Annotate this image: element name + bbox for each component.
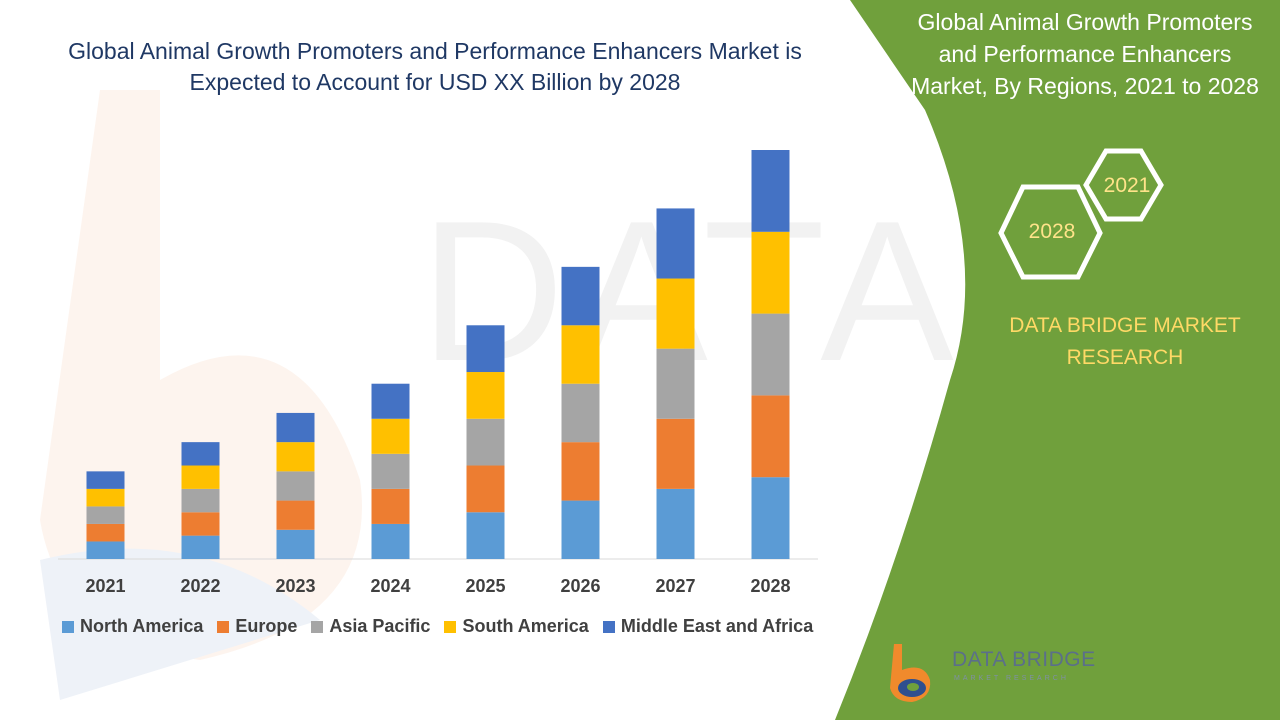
legend-label-asia-pacific: Asia Pacific <box>329 616 431 636</box>
bar-segment-2021-north-america <box>86 541 125 559</box>
bar-segment-2028-south-america <box>751 231 790 314</box>
bar-segment-2023-north-america <box>276 529 315 559</box>
panel-title: Global Animal Growth Promoters and Perfo… <box>911 9 1259 99</box>
bar-segment-2023-asia-pacific <box>276 471 315 501</box>
legend-swatch-europe <box>217 620 230 633</box>
stacked-bar-chart: 2021 2022 2023 2024 2025 2026 2027 2028 <box>58 150 818 596</box>
bar-segment-2028-middle-east-and-africa <box>751 150 790 232</box>
hexagon-2021-icon <box>1083 148 1164 222</box>
logo-subtext: MARKET RESEARCH <box>954 675 1069 682</box>
bar-segment-2024-middle-east-and-africa <box>371 383 410 419</box>
logo-text: DATA BRIDGE <box>952 648 1096 671</box>
x-tick-label-2024: 2024 <box>370 576 410 596</box>
bar-segment-2027-south-america <box>656 278 695 349</box>
bar-segment-2022-asia-pacific <box>181 488 220 513</box>
bar-segment-2021-middle-east-and-africa <box>86 471 125 489</box>
legend-item-south-america: South America <box>444 616 589 637</box>
x-tick-label-2027: 2027 <box>655 576 695 596</box>
bar-segment-2028-asia-pacific <box>751 313 790 396</box>
bar-segment-2022-south-america <box>181 465 220 489</box>
x-tick-label-2026: 2026 <box>560 576 600 596</box>
bar-segment-2022-europe <box>181 512 220 536</box>
bar-segment-2027-middle-east-and-africa <box>656 208 695 279</box>
x-tick-label-2021: 2021 <box>85 576 125 596</box>
bar-segment-2021-asia-pacific <box>86 506 125 524</box>
bar-segment-2027-north-america <box>656 488 695 559</box>
bar-segment-2024-asia-pacific <box>371 453 410 489</box>
legend-item-asia-pacific: Asia Pacific <box>311 616 430 637</box>
bar-segment-2025-south-america <box>466 372 505 419</box>
legend-swatch-middle-east-africa <box>602 620 615 633</box>
bar-segment-2026-north-america <box>561 500 600 559</box>
legend-swatch-south-america <box>444 620 457 633</box>
bar-segment-2025-europe <box>466 465 505 513</box>
bar-segment-2022-north-america <box>181 535 220 559</box>
x-tick-label-2022: 2022 <box>180 576 220 596</box>
bar-segment-2024-south-america <box>371 418 410 454</box>
bar-segment-2023-south-america <box>276 442 315 472</box>
bar-segment-2026-south-america <box>561 325 600 384</box>
bar-segment-2021-south-america <box>86 488 125 507</box>
legend-item-europe: Europe <box>217 616 297 637</box>
bar-segment-2026-middle-east-and-africa <box>561 266 600 326</box>
bar-segment-2023-middle-east-and-africa <box>276 412 315 443</box>
legend-item-middle-east-africa: Middle East and Africa <box>602 616 814 637</box>
hexagon-icons <box>998 148 1164 280</box>
bar-segment-2028-north-america <box>751 477 790 559</box>
bar-segment-2024-europe <box>371 488 410 524</box>
legend-swatch-north-america <box>62 620 74 633</box>
bar-segment-2022-middle-east-and-africa <box>181 442 220 466</box>
legend-label-middle-east-africa: Middle East and Africa <box>620 616 814 636</box>
bar-segment-2025-middle-east-and-africa <box>466 325 505 373</box>
chart-title: Global Animal Growth Promoters and Perfo… <box>68 38 802 95</box>
x-tick-label-2023: 2023 <box>275 576 315 596</box>
legend-item-north-america: North America <box>62 616 203 637</box>
data-bridge-logo-icon <box>890 644 931 702</box>
bar-segment-2028-europe <box>751 395 790 478</box>
chart-legend: North America Europe Asia Pacific South … <box>62 616 813 637</box>
bar-segment-2026-europe <box>561 442 600 501</box>
x-tick-label-2028: 2028 <box>750 576 790 596</box>
hexagon-2028-icon <box>998 184 1103 280</box>
x-tick-label-2025: 2025 <box>465 576 505 596</box>
legend-label-north-america: North America <box>80 616 204 636</box>
hex-label-2028: 2028 <box>1028 220 1076 243</box>
bar-segment-2026-asia-pacific <box>561 383 600 443</box>
legend-swatch-asia-pacific <box>311 620 324 633</box>
bar-segment-2027-asia-pacific <box>656 348 695 419</box>
bar-segment-2024-north-america <box>371 523 410 559</box>
legend-label-europe: Europe <box>235 616 298 636</box>
bar-segment-2021-europe <box>86 523 125 542</box>
bar-segment-2025-north-america <box>466 512 505 559</box>
hex-label-2021: 2021 <box>1103 174 1151 197</box>
bar-segment-2025-asia-pacific <box>466 418 505 466</box>
legend-label-south-america: South America <box>462 616 589 636</box>
bar-segment-2023-europe <box>276 500 315 530</box>
bar-segment-2027-europe <box>656 418 695 489</box>
brand-text: DATA BRIDGE MARKET RESEARCH <box>1009 314 1241 369</box>
